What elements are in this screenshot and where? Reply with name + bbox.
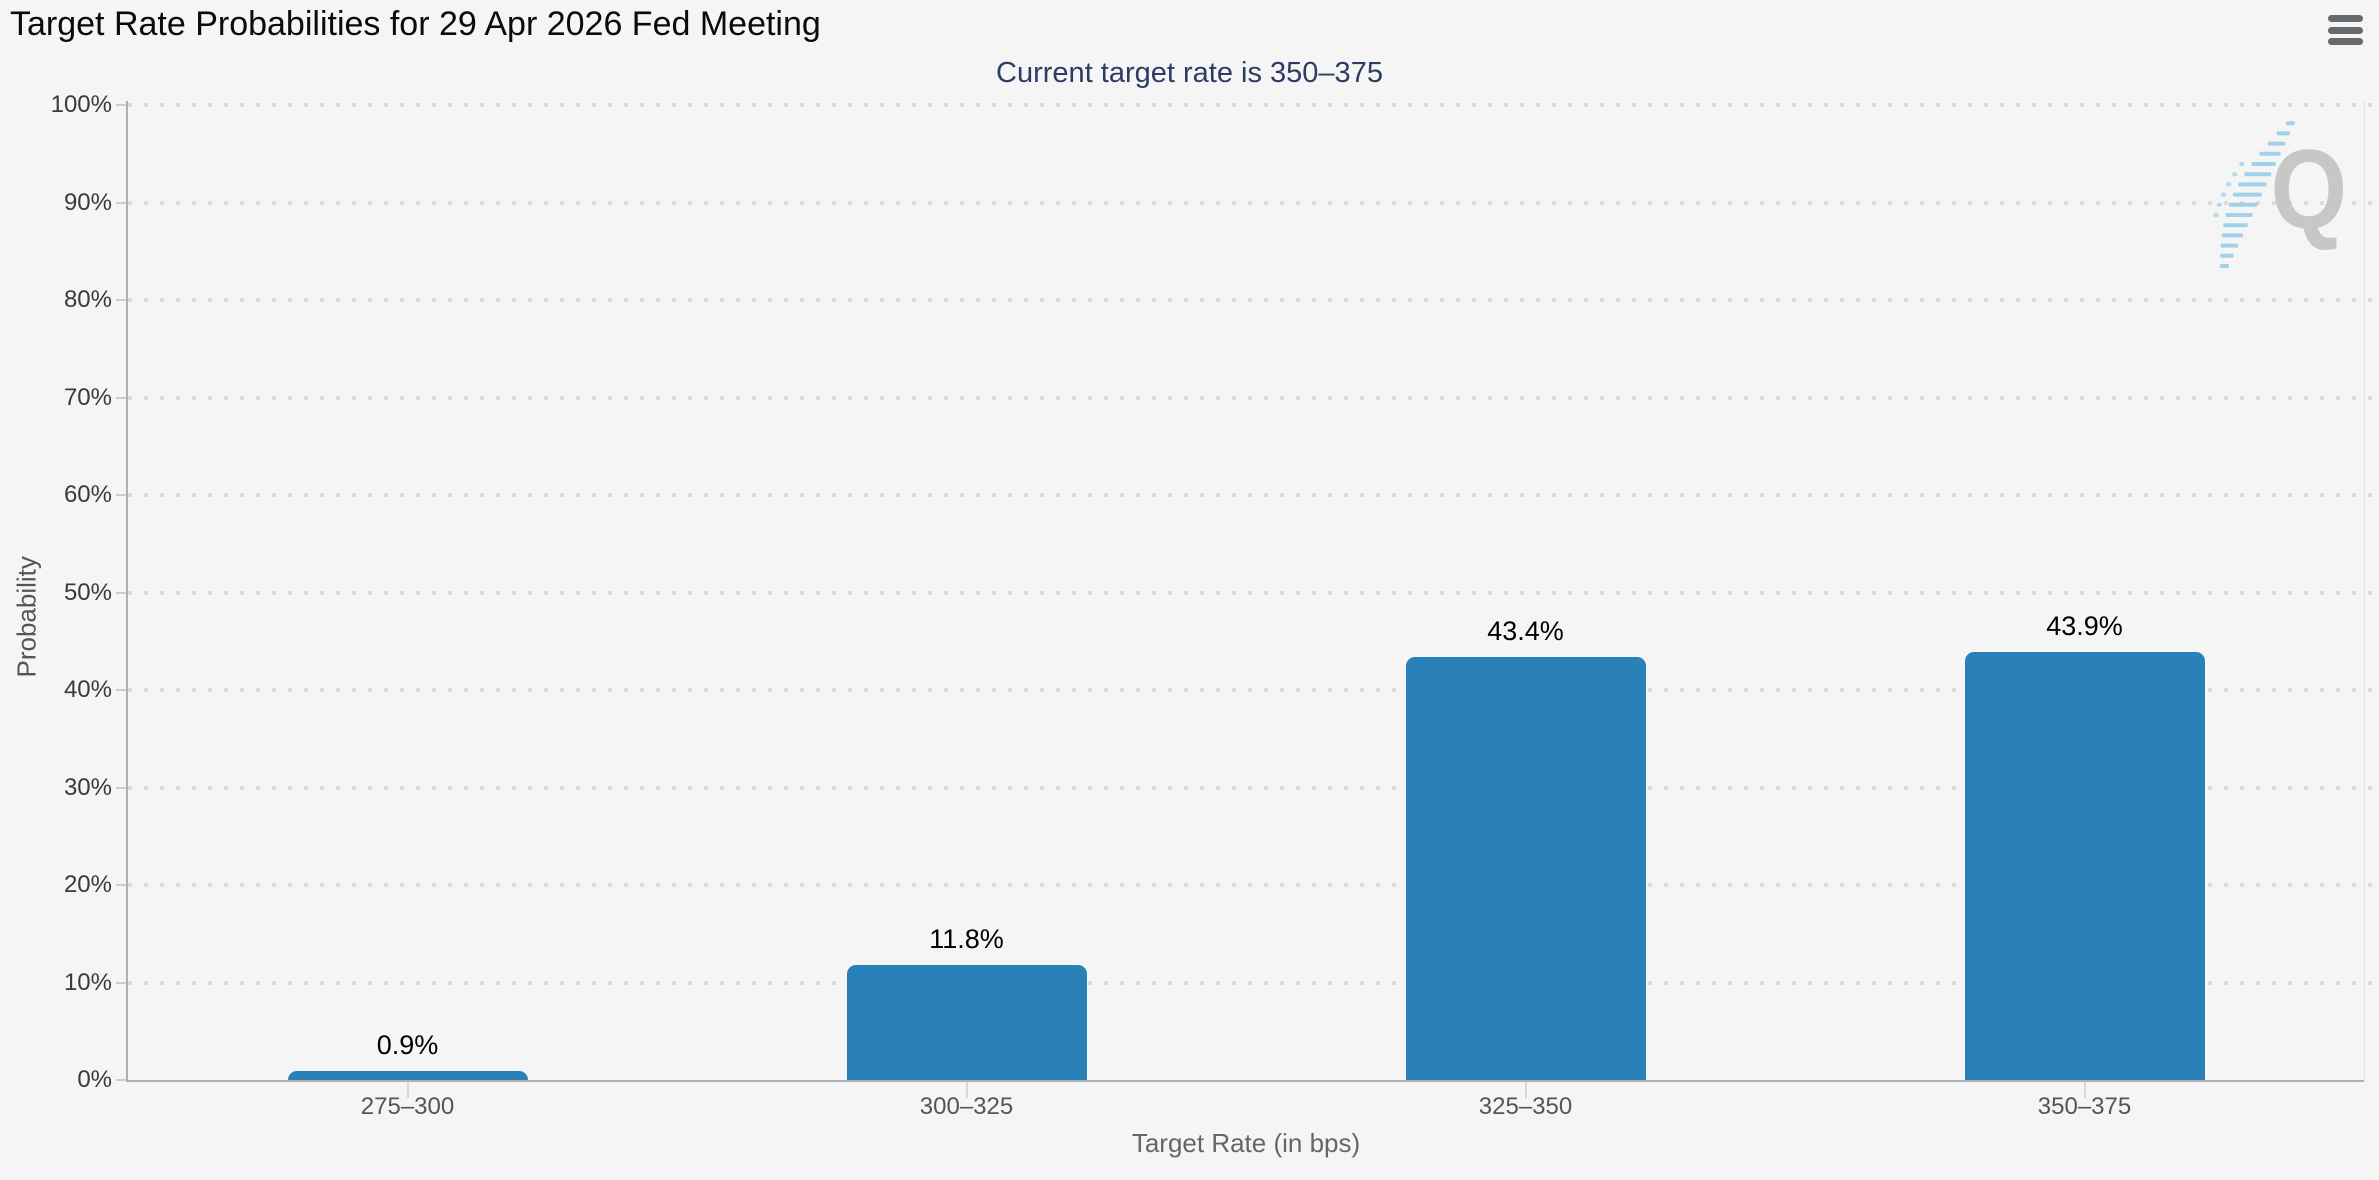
y-gridline bbox=[128, 785, 2376, 790]
y-tick-label: 40% bbox=[63, 676, 112, 703]
y-gridline bbox=[128, 883, 2376, 887]
y-tick-label: 80% bbox=[63, 286, 112, 313]
x-axis-title: Target Rate (in bps) bbox=[1131, 1128, 1361, 1158]
bar-value-label: 43.4% bbox=[1487, 615, 1564, 646]
y-gridline bbox=[128, 103, 2376, 107]
y-tick-label: 10% bbox=[63, 968, 112, 996]
x-axis-tick bbox=[1524, 1082, 1527, 1098]
y-gridline bbox=[128, 980, 2376, 985]
bar[interactable] bbox=[1964, 651, 2205, 1080]
y-tick-label: 90% bbox=[63, 188, 112, 216]
x-tick-label: 275–300 bbox=[360, 1093, 455, 1120]
x-axis-tick bbox=[2083, 1082, 2086, 1098]
bar-value-label: 0.9% bbox=[376, 1030, 439, 1061]
x-tick-label: 350–375 bbox=[2037, 1093, 2132, 1120]
y-gridline bbox=[128, 200, 2376, 205]
y-tick-label: 60% bbox=[63, 481, 112, 508]
hamburger-icon bbox=[2328, 38, 2363, 45]
y-axis-tick bbox=[116, 786, 128, 789]
x-axis-tick bbox=[406, 1082, 409, 1098]
bar-value-label: 43.9% bbox=[2046, 610, 2123, 641]
page-title: Target Rate Probabilities for 29 Apr 202… bbox=[10, 5, 821, 43]
y-gridline bbox=[128, 590, 2376, 595]
y-axis-line bbox=[126, 101, 128, 1082]
y-gridline bbox=[128, 493, 2376, 497]
y-axis-tick bbox=[116, 201, 128, 204]
bar-value-label: 11.8% bbox=[929, 923, 1004, 954]
y-axis-tick bbox=[116, 299, 128, 301]
y-axis-tick bbox=[116, 689, 128, 691]
hamburger-icon bbox=[2328, 26, 2363, 34]
y-axis-tick bbox=[116, 1079, 128, 1081]
x-axis-line bbox=[126, 1080, 2364, 1082]
y-tick-label: 70% bbox=[63, 383, 112, 411]
y-tick-label: 30% bbox=[63, 773, 112, 801]
y-gridline bbox=[128, 688, 2376, 692]
y-tick-label: 50% bbox=[63, 578, 112, 606]
plot-right-border bbox=[2364, 101, 2365, 1080]
bar[interactable] bbox=[1405, 656, 1646, 1080]
y-gridline bbox=[128, 395, 2376, 400]
chart-menu-button[interactable] bbox=[2328, 15, 2364, 46]
y-gridline bbox=[128, 298, 2376, 302]
bar[interactable] bbox=[287, 1071, 528, 1080]
y-axis-tick bbox=[116, 884, 128, 886]
bar[interactable] bbox=[846, 964, 1087, 1080]
chart-subtitle: Current target rate is 350–375 bbox=[996, 57, 1383, 89]
y-tick-label: 100% bbox=[50, 91, 112, 118]
y-axis-tick bbox=[116, 591, 128, 594]
x-tick-label: 325–350 bbox=[1478, 1093, 1573, 1120]
hamburger-icon bbox=[2328, 15, 2363, 22]
y-axis-tick bbox=[116, 104, 128, 106]
y-axis-tick bbox=[116, 396, 128, 399]
y-axis-tick bbox=[116, 494, 128, 496]
y-tick-label: 20% bbox=[63, 871, 112, 898]
y-axis-title: Probability bbox=[11, 555, 42, 677]
y-axis-tick bbox=[116, 981, 128, 984]
x-tick-label: 300–325 bbox=[919, 1093, 1014, 1120]
y-tick-label: 0% bbox=[77, 1066, 112, 1093]
x-axis-tick bbox=[965, 1082, 968, 1098]
